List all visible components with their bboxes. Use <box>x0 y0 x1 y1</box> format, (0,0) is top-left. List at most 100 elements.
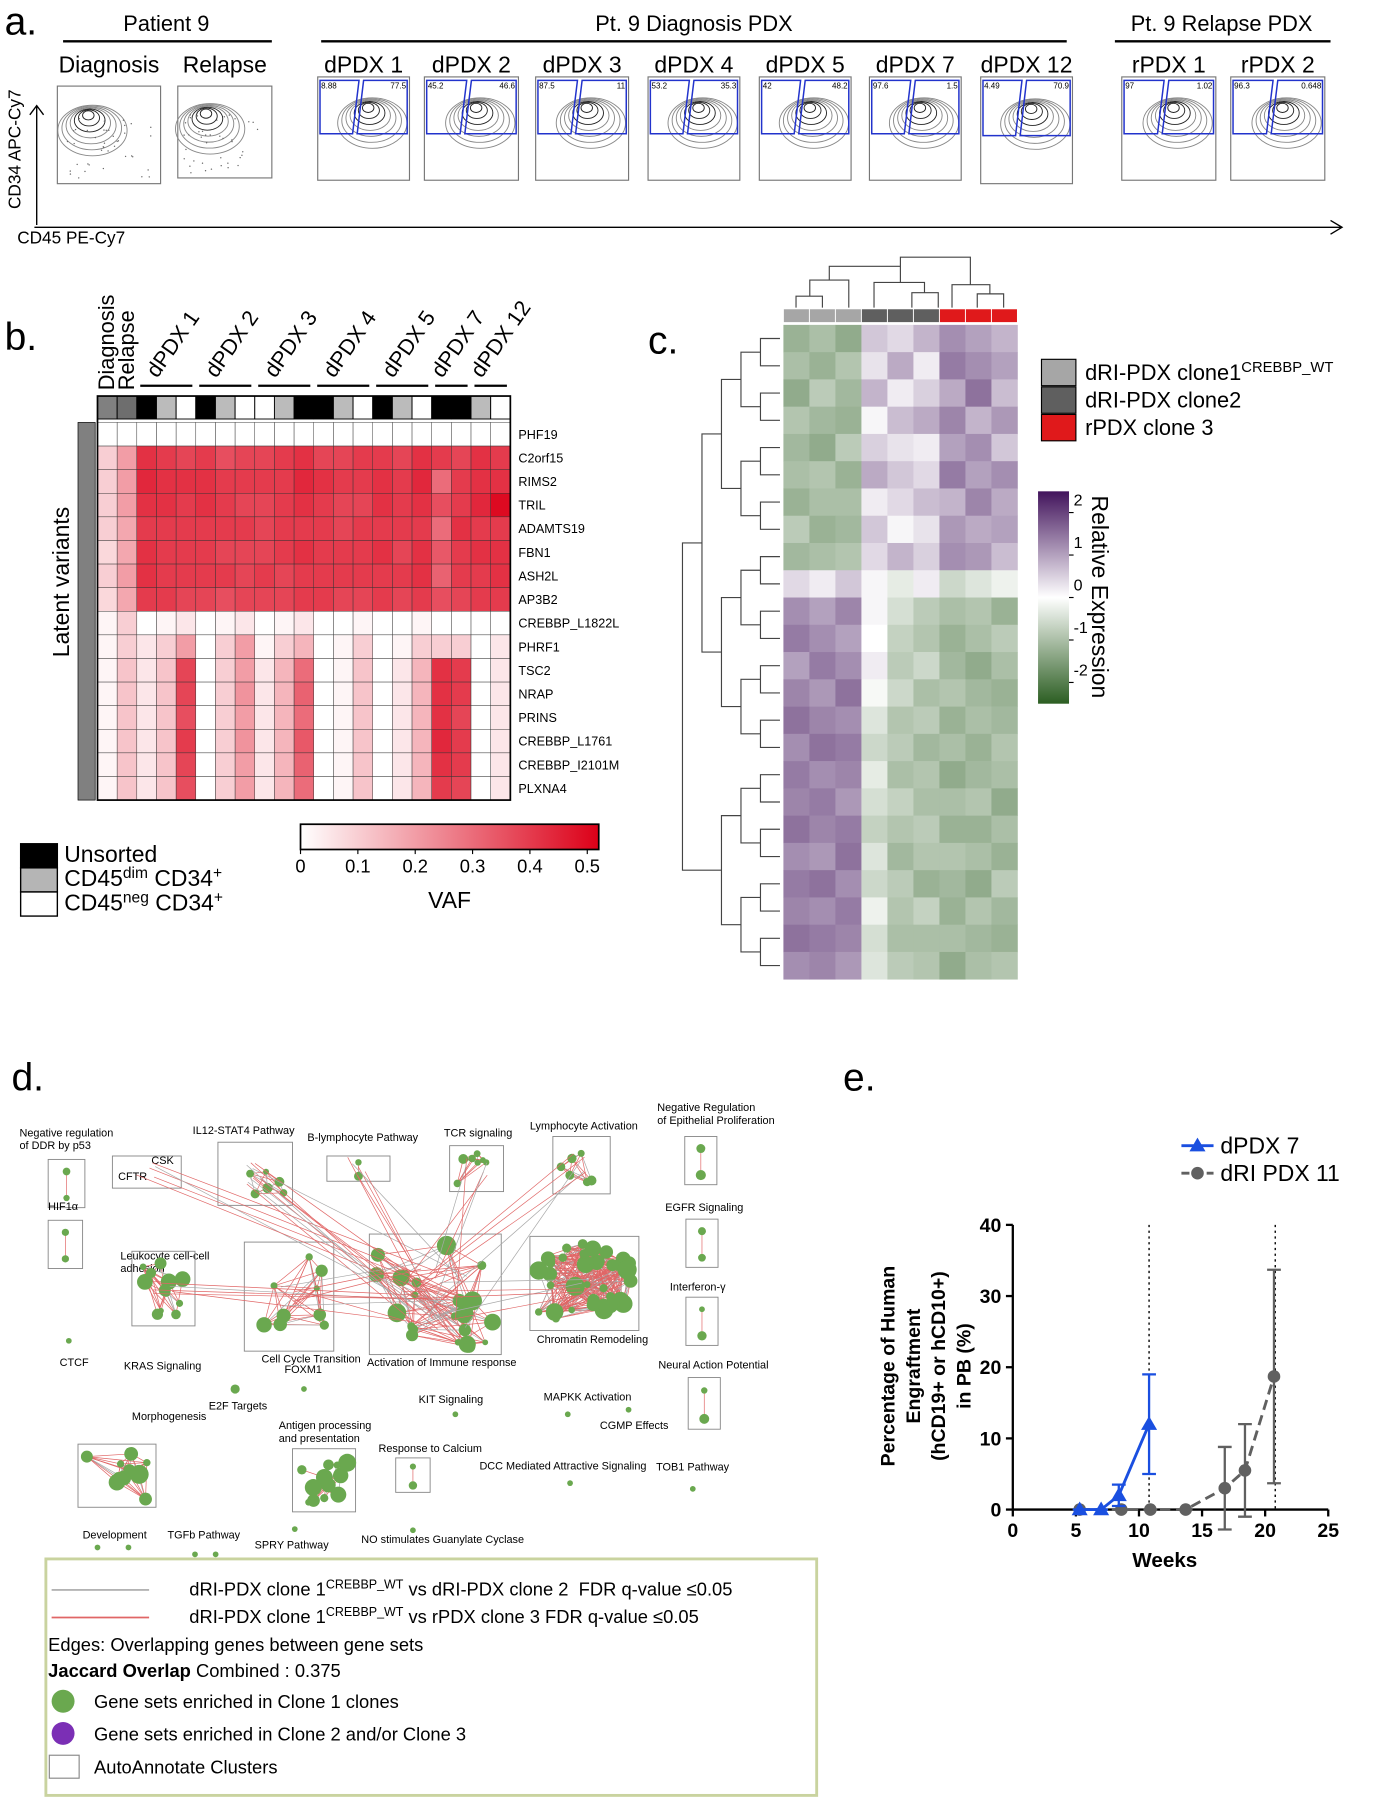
cell <box>392 422 413 447</box>
node <box>291 1526 298 1532</box>
node <box>458 1154 469 1164</box>
cell <box>97 611 118 636</box>
cell <box>352 705 373 730</box>
cluster-label: CFTR <box>118 1171 147 1183</box>
cell <box>97 469 118 494</box>
contour <box>1167 102 1180 113</box>
event <box>108 129 110 131</box>
cell <box>809 406 836 435</box>
axis-label: CD34 APC-Cy7 <box>5 89 25 209</box>
event <box>100 149 103 151</box>
cell <box>939 815 966 844</box>
cell <box>490 776 511 801</box>
event <box>102 146 104 148</box>
cell <box>293 658 314 683</box>
plot-name: dPDX 2 <box>432 51 511 77</box>
cell <box>392 752 413 777</box>
node <box>583 1281 591 1289</box>
cell <box>234 705 256 730</box>
cell <box>835 815 862 844</box>
cluster-box <box>77 1443 157 1508</box>
cell <box>939 897 966 926</box>
cell <box>234 634 256 659</box>
sort-cell <box>195 395 216 420</box>
gate-value: 8.88 <box>321 81 337 90</box>
cell <box>965 733 992 762</box>
cell <box>809 542 836 571</box>
edge <box>283 1270 322 1316</box>
cell <box>234 611 256 636</box>
event <box>141 176 143 178</box>
text-part: dim <box>123 865 148 882</box>
cell <box>215 563 236 588</box>
cell <box>136 516 157 541</box>
node <box>270 1282 278 1290</box>
marker <box>1071 1501 1088 1516</box>
contour <box>1004 99 1065 144</box>
edge <box>262 1180 438 1317</box>
edge <box>400 1277 456 1317</box>
cell <box>254 493 275 518</box>
edge <box>273 1285 317 1289</box>
contour <box>909 101 932 119</box>
cell <box>254 422 275 447</box>
cell <box>254 540 275 565</box>
cell <box>939 488 966 517</box>
event <box>69 170 71 172</box>
node <box>699 1306 705 1313</box>
cell <box>809 488 836 517</box>
plot-name: Diagnosis <box>59 51 160 77</box>
cell <box>175 587 197 612</box>
gate-value: 48.2 <box>832 81 848 90</box>
cell <box>116 516 138 541</box>
cell <box>451 445 472 470</box>
edge <box>280 1314 320 1325</box>
cell <box>490 729 511 754</box>
contour <box>199 108 213 119</box>
contour <box>1150 99 1202 137</box>
cell <box>274 611 295 636</box>
cell <box>116 540 138 565</box>
cell <box>887 570 914 598</box>
group-cell <box>990 308 1018 324</box>
contour <box>1255 98 1317 143</box>
event <box>239 156 241 159</box>
contour <box>349 100 391 131</box>
cell <box>913 761 940 789</box>
cell <box>861 433 888 462</box>
event <box>130 123 132 125</box>
event <box>237 164 239 167</box>
cell <box>835 679 862 707</box>
cell <box>293 493 314 518</box>
legend-text: dRI-PDX clone 1CREBBP_WT vs dRI-PDX clon… <box>189 1578 732 1600</box>
event <box>242 151 244 153</box>
edge <box>431 1171 584 1306</box>
contour <box>195 107 218 125</box>
edge <box>416 1156 585 1286</box>
event <box>72 130 75 132</box>
gate <box>574 79 628 135</box>
cell <box>861 733 888 762</box>
column-label: Diagnosis <box>94 294 119 390</box>
node <box>370 1247 385 1262</box>
cluster-box <box>685 1296 719 1346</box>
edge <box>400 1277 460 1301</box>
cell <box>809 897 836 926</box>
cell <box>116 587 138 612</box>
text-part: AutoAnnotate Clusters <box>94 1757 277 1778</box>
cell <box>411 776 432 801</box>
cell <box>451 611 472 636</box>
colorbar-tick-label: 1 <box>1074 534 1083 552</box>
legend-marker <box>1189 1137 1206 1152</box>
cell <box>372 611 393 636</box>
cell <box>431 658 452 683</box>
cell <box>254 752 275 777</box>
event <box>227 162 229 164</box>
contour <box>1016 102 1049 126</box>
edge <box>571 1158 588 1183</box>
marker <box>1218 1481 1232 1495</box>
cell <box>333 776 354 801</box>
cell <box>991 352 1018 380</box>
event <box>252 121 254 124</box>
